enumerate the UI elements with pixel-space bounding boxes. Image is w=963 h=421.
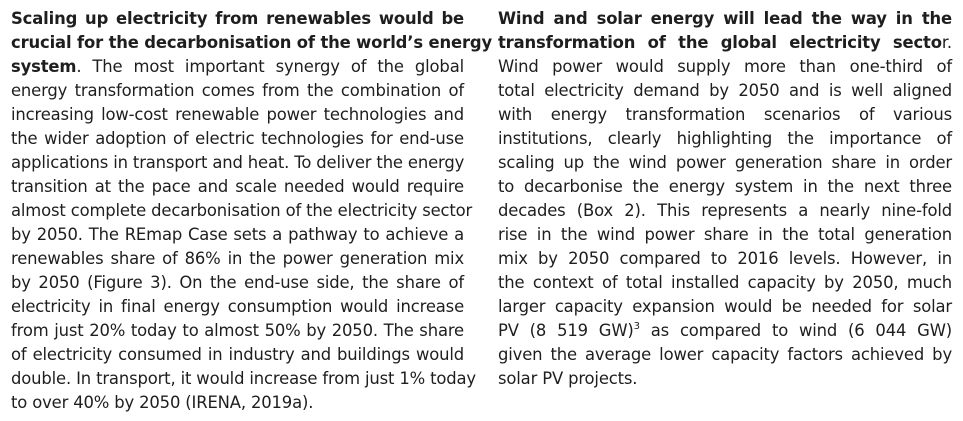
text-line: from just 20% today to almost 50% by 205… (11, 319, 464, 343)
text-line: solar PV projects. (498, 367, 952, 391)
text-line: the context of total installed capacity … (498, 271, 952, 295)
text-line: PV (8 519 GW)3 as compared to wind (6 04… (498, 319, 952, 343)
text-line: the wider adoption of electric technolog… (11, 127, 464, 151)
text-line: by 2050 (Figure 3). On the end-use side,… (11, 271, 464, 295)
body-text: increasing low-cost renewable power tech… (11, 105, 464, 124)
right-column: Wind and solar energy will lead the way … (498, 7, 952, 391)
body-text: Wind power would supply more than one-th… (498, 57, 952, 76)
body-text: the context of total installed capacity … (498, 273, 952, 292)
body-text: transition at the pace and scale needed … (11, 177, 464, 196)
text-line: larger capacity expansion would be neede… (498, 295, 952, 319)
text-line: Scaling up electricity from renewables w… (11, 7, 464, 31)
body-text: given the average lower capacity factors… (498, 345, 952, 364)
text-line: Wind and solar energy will lead the way … (498, 7, 952, 31)
body-text: scaling up the wind power generation sha… (498, 153, 952, 172)
body-text: almost complete decarbonisation of the e… (11, 201, 473, 220)
body-text: with energy transformation scenarios of … (498, 105, 952, 124)
text-line: almost complete decarbonisation of the e… (11, 199, 472, 223)
body-text: the wider adoption of electric technolog… (11, 129, 464, 148)
text-line: institutions, clearly highlighting the i… (498, 127, 952, 151)
left-column: Scaling up electricity from renewables w… (11, 7, 492, 415)
body-text: double. In transport, it would increase … (11, 369, 476, 388)
text-line: by 2050. The REmap Case sets a pathway t… (11, 223, 464, 247)
text-line: renewables share of 86% in the power gen… (11, 247, 464, 271)
text-line: decades (Box 2). This represents a nearl… (498, 199, 952, 223)
body-text: energy transformation comes from the com… (11, 81, 464, 100)
text-line: applications in transport and heat. To d… (11, 151, 464, 175)
body-text: by 2050 (Figure 3). On the end-use side,… (11, 273, 464, 292)
text-line: to over 40% by 2050 (IRENA, 2019a). (11, 391, 464, 415)
text-line: rise in the wind power share in the tota… (498, 223, 952, 247)
text-line: crucial for the decarbonisation of the w… (11, 31, 492, 55)
text-line: total electricity demand by 2050 and is … (498, 79, 952, 103)
body-text: total electricity demand by 2050 and is … (498, 81, 952, 100)
text-line: transition at the pace and scale needed … (11, 175, 464, 199)
body-text: by 2050. The REmap Case sets a pathway t… (11, 225, 464, 244)
text-line: transformation of the global electricity… (498, 31, 952, 55)
body-text: solar PV projects. (498, 369, 638, 388)
body-text: of electricity consumed in industry and … (11, 345, 464, 364)
body-text: . The most important synergy of the glob… (76, 57, 464, 76)
footnote-marker: 3 (633, 321, 640, 332)
bold-text: Scaling up electricity from renewables w… (11, 9, 464, 28)
body-text: institutions, clearly highlighting the i… (498, 129, 952, 148)
bold-text: Wind and solar energy will lead the way … (498, 9, 952, 28)
body-text: decades (Box 2). This represents a nearl… (498, 201, 952, 220)
text-line: increasing low-cost renewable power tech… (11, 103, 464, 127)
text-line: double. In transport, it would increase … (11, 367, 476, 391)
text-line: electricity in final energy consumption … (11, 295, 464, 319)
text-line: given the average lower capacity factors… (498, 343, 952, 367)
text-line: to decarbonise the energy system in the … (498, 175, 952, 199)
body-text: rise in the wind power share in the tota… (498, 225, 952, 244)
text-line: energy transformation comes from the com… (11, 79, 464, 103)
body-text: renewables share of 86% in the power gen… (11, 249, 464, 268)
body-text: from just 20% today to almost 50% by 205… (11, 321, 464, 340)
text-line: scaling up the wind power generation sha… (498, 151, 952, 175)
body-text: to decarbonise the energy system in the … (498, 177, 952, 196)
body-text: as compared to wind (6 044 GW) (639, 321, 953, 340)
bold-text: system (11, 57, 77, 76)
body-text: r. (941, 33, 952, 52)
body-text: mix by 2050 compared to 2016 levels. How… (498, 249, 952, 268)
body-text: applications in transport and heat. To d… (11, 153, 465, 172)
text-line: with energy transformation scenarios of … (498, 103, 952, 127)
bold-text: transformation of the global electricity… (498, 33, 942, 52)
body-text: electricity in final energy consumption … (11, 297, 464, 316)
body-text: PV (8 519 GW) (498, 321, 634, 340)
text-line: of electricity consumed in industry and … (11, 343, 464, 367)
text-line: system. The most important synergy of th… (11, 55, 464, 79)
body-text: larger capacity expansion would be neede… (498, 297, 952, 316)
body-text: to over 40% by 2050 (IRENA, 2019a). (11, 393, 314, 412)
text-line: Wind power would supply more than one-th… (498, 55, 952, 79)
text-line: mix by 2050 compared to 2016 levels. How… (498, 247, 952, 271)
bold-text: crucial for the decarbonisation of the w… (11, 33, 492, 52)
